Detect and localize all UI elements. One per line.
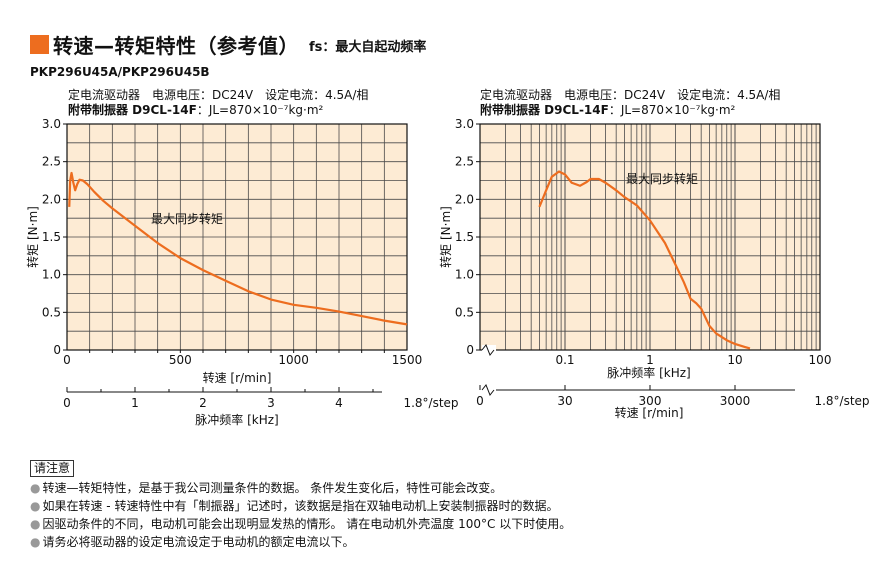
secondary-tick-label: 1: [131, 396, 139, 410]
secondary-tick-label: 30: [557, 394, 572, 408]
y-tick-label: 3.0: [42, 117, 61, 131]
left-spec-line1: 定电流驱动器 电源电压：DC24V 设定电流：4.5A/相: [68, 88, 369, 102]
right-spec-damper: 附带制振器 D9CL-14F: [480, 103, 609, 117]
model-name: PKP296U45A/PKP296U45B: [30, 65, 210, 79]
fs-note: fs：最大自起动频率: [309, 40, 427, 55]
secondary-tick-label: 4: [335, 396, 343, 410]
pullout-torque-annotation: 最大同步转矩: [151, 211, 223, 226]
page-title: 转速—转矩特性（参考值）: [53, 33, 299, 58]
axis-break-icon: [481, 344, 495, 356]
x-tick-label: 1500: [392, 353, 423, 367]
right-spec-line1: 定电流驱动器 电源电压：DC24V 设定电流：4.5A/相: [480, 88, 781, 102]
secondary-tick-label: 3: [267, 396, 275, 410]
bullet-icon: ●: [30, 481, 41, 495]
y-tick-label: 0.5: [42, 305, 61, 319]
secondary-tick-label: 0: [476, 394, 484, 408]
x-axis-label: 转速 [r/min]: [203, 370, 272, 385]
y-tick-label: 0: [53, 343, 61, 357]
left-spec-line2: 附带制振器 D9CL-14F：JL=870×10⁻⁷kg·m²: [68, 103, 368, 118]
x-tick-label: 100: [809, 353, 832, 367]
y-tick-label: 2.5: [42, 155, 61, 169]
y-axis-label: 转矩 [N·m]: [25, 206, 40, 268]
bullet-icon: ●: [30, 517, 41, 531]
y-tick-label: 0: [466, 343, 474, 357]
secondary-axis-label: 转速 [r/min]: [615, 405, 684, 420]
y-tick-label: 1.0: [42, 268, 61, 282]
left-spec-inertia: ：JL=870×10⁻⁷kg·m²: [196, 103, 324, 117]
x-tick-label: 10: [727, 353, 742, 367]
orange-square-icon: [30, 34, 49, 54]
note-item: ● 因驱动条件的不同，电动机可能会出现明显发热的情形。 请在电动机外壳温度 100…: [30, 515, 571, 533]
secondary-tick-label: 300: [639, 394, 662, 408]
secondary-tick-label: 3000: [720, 394, 751, 408]
y-tick-label: 3.0: [455, 117, 474, 131]
bullet-icon: ●: [30, 499, 41, 513]
secondary-tick-label: 2: [199, 396, 207, 410]
left-spec-damper: 附带制振器 D9CL-14F: [68, 103, 197, 117]
note-text: 请务必将驱动器的设定电流设定于电动机的额定电流以下。: [42, 535, 355, 549]
note-text: 如果在转速 - 转速特性中有「制振器」记述时，该数据是指在双轴电动机上安装制振器…: [42, 499, 559, 513]
notes-section: 请注意 ● 转速—转矩特性，是基于我公司测量条件的数据。 条件发生变化后，特性可能…: [30, 460, 571, 551]
note-text: 因驱动条件的不同，电动机可能会出现明显发热的情形。 请在电动机外壳温度 100°…: [42, 517, 572, 531]
secondary-tick-label: 0: [63, 396, 71, 410]
x-axis-label: 脉冲频率 [kHz]: [607, 365, 690, 380]
y-tick-label: 2.0: [42, 192, 61, 206]
step-angle-note: 1.8°/step: [403, 396, 458, 410]
x-tick-label: 1000: [278, 353, 309, 367]
torque-curve: [538, 170, 751, 350]
note-item: ● 请务必将驱动器的设定电流设定于电动机的额定电流以下。: [30, 533, 571, 551]
y-tick-label: 1.5: [42, 230, 61, 244]
torque-curve: [68, 171, 408, 326]
x-tick-label: 500: [169, 353, 192, 367]
axis-break-icon: [481, 384, 495, 396]
pullout-torque-annotation: 最大同步转矩: [626, 171, 698, 186]
x-tick-label: 0.1: [555, 353, 574, 367]
note-item: ● 如果在转速 - 转速特性中有「制振器」记述时，该数据是指在双轴电动机上安装制振…: [30, 497, 571, 515]
left-spec: 定电流驱动器 电源电压：DC24V 设定电流：4.5A/相 附带制振器 D9CL…: [68, 88, 368, 118]
axis-break-gap: [482, 345, 496, 355]
bullet-icon: ●: [30, 535, 41, 549]
right-spec-line2: 附带制振器 D9CL-14F：JL=870×10⁻⁷kg·m²: [480, 103, 780, 118]
y-tick-label: 1.5: [455, 230, 474, 244]
right-spec: 定电流驱动器 电源电压：DC24V 设定电流：4.5A/相 附带制振器 D9CL…: [480, 88, 780, 118]
notes-heading: 请注意: [30, 460, 75, 477]
y-tick-label: 2.5: [455, 155, 474, 169]
x-tick-label: 1: [646, 353, 654, 367]
x-tick-label: 0: [63, 353, 71, 367]
note-text: 转速—转矩特性，是基于我公司测量条件的数据。 条件发生变化后，特性可能会改变。: [42, 481, 503, 495]
note-item: ● 转速—转矩特性，是基于我公司测量条件的数据。 条件发生变化后，特性可能会改变。: [30, 479, 571, 497]
header: 转速—转矩特性（参考值） fs：最大自起动频率: [30, 30, 426, 58]
right-spec-inertia: ：JL=870×10⁻⁷kg·m²: [608, 103, 736, 117]
y-tick-label: 0.5: [455, 305, 474, 319]
secondary-axis-label: 脉冲频率 [kHz]: [195, 412, 278, 427]
step-angle-note: 1.8°/step: [814, 394, 869, 408]
y-tick-label: 1.0: [455, 268, 474, 282]
y-tick-label: 2.0: [455, 192, 474, 206]
y-axis-label: 转矩 [N·m]: [438, 206, 453, 268]
